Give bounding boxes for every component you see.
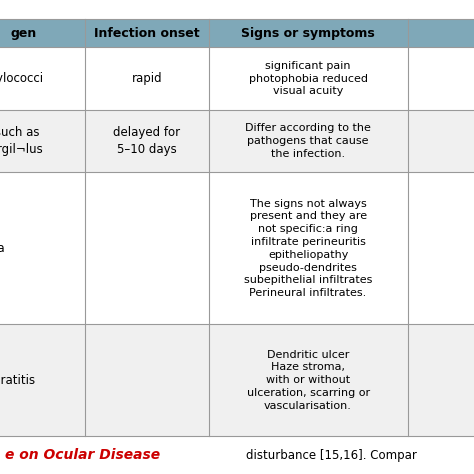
Bar — [0, 110, 474, 173]
Text: Dendritic ulcer
Haze stroma,
with or without
ulceration, scarring or
vascularisa: Dendritic ulcer Haze stroma, with or wit… — [246, 350, 370, 411]
Text: taphylococci: taphylococci — [0, 72, 43, 85]
Bar — [0, 324, 474, 436]
Text: Signs or symptoms: Signs or symptoms — [241, 27, 375, 40]
Text: delayed for
5–10 days: delayed for 5–10 days — [113, 127, 181, 156]
Text: The signs not always
present and they are
not specific:a ring
infiltrate perineu: The signs not always present and they ar… — [244, 199, 372, 298]
Text: Infection onset: Infection onset — [94, 27, 200, 40]
Bar — [0, 173, 474, 324]
Text: rapid: rapid — [132, 72, 162, 85]
Text: gen: gen — [10, 27, 37, 40]
Bar — [0, 19, 474, 47]
Text: e on Ocular Disease: e on Ocular Disease — [5, 448, 160, 462]
Text: noeba: noeba — [0, 242, 6, 255]
Bar — [0, 47, 474, 110]
Text: Differ according to the
pathogens that cause
the infection.: Differ according to the pathogens that c… — [245, 123, 371, 159]
Text: ex keratitis: ex keratitis — [0, 374, 36, 387]
Text: ngi, such as
Aspergil¬lus: ngi, such as Aspergil¬lus — [0, 127, 44, 156]
Text: disturbance [15,16]. Compar: disturbance [15,16]. Compar — [246, 448, 417, 462]
Text: significant pain
photophobia reduced
visual acuity: significant pain photophobia reduced vis… — [248, 61, 368, 97]
